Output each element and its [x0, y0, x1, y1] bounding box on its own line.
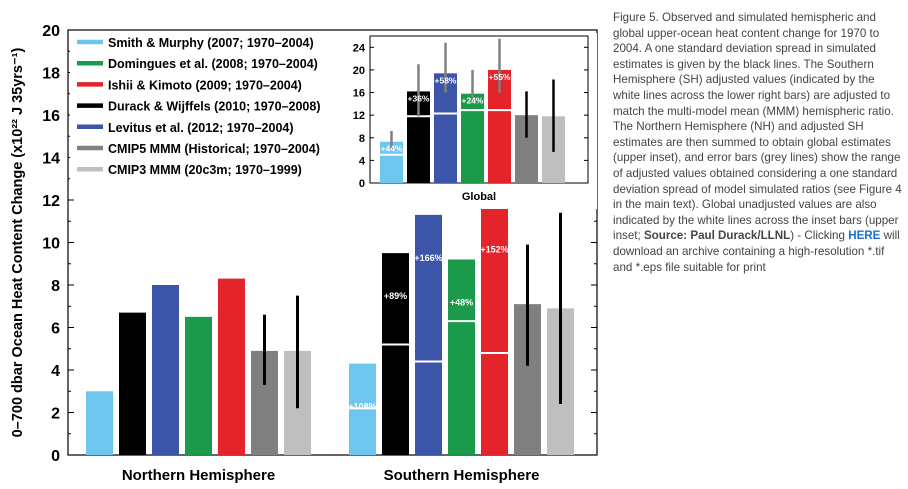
inset-y-tick-label: 24: [353, 42, 366, 54]
inset-bar-0: [380, 141, 403, 183]
x-category-label: Northern Hemisphere: [122, 467, 275, 484]
y-tick-label: 2: [51, 406, 60, 423]
chart-figure: 0 2 4 6 8 10 12 14 16 18 20 0–700 dbar Ocean Heat C…: [10, 23, 598, 484]
inset-percent-label: +36%: [408, 93, 430, 103]
inset-bar-3: [461, 93, 484, 183]
y-tick-label: 18: [42, 66, 60, 83]
inset-x-label: Global: [462, 191, 496, 203]
bar-southern-0: [349, 363, 376, 455]
percent-label: +89%: [384, 291, 407, 301]
global-inset: 0 4 8 12 16 20 24 +44% +36% +58% +24% +55% Global: [343, 33, 597, 209]
bar-northern-2: [152, 285, 179, 455]
caption-text: Figure 5. Observed and simulated hemisph…: [613, 11, 902, 243]
inset-bar-4: [488, 69, 511, 183]
bar-northern-4: [218, 278, 245, 455]
download-link[interactable]: HERE: [848, 229, 881, 243]
inset-y-tick-label: 12: [353, 110, 365, 122]
inset-y-tick-label: 20: [353, 65, 365, 77]
legend-label: Levitus et al. (2012; 1970–2004): [108, 121, 294, 135]
inset-y-tick-label: 8: [359, 133, 365, 145]
inset-bar-2: [434, 73, 457, 183]
bar-northern-1: [119, 312, 146, 455]
bar-northern-3: [185, 316, 212, 455]
legend-label: Ishii & Kimoto (2009; 1970–2004): [108, 78, 302, 92]
percent-label: +48%: [450, 298, 473, 308]
x-category-label: Southern Hemisphere: [384, 467, 540, 484]
y-tick-label: 8: [51, 278, 60, 295]
y-tick-label: 4: [51, 363, 60, 380]
y-tick-label: 10: [42, 236, 60, 253]
legend-label: CMIP5 MMM (Historical; 1970–2004): [108, 142, 320, 156]
y-axis-label: 0–700 dbar Ocean Heat Content Change (x1…: [10, 48, 26, 438]
percent-label: +166%: [414, 253, 442, 263]
percent-label: +152%: [480, 244, 508, 254]
y-tick-label: 6: [51, 321, 60, 338]
inset-percent-label: +55%: [489, 72, 511, 82]
y-tick-label: 20: [42, 23, 60, 40]
inset-percent-label: +58%: [435, 75, 457, 85]
inset-y-tick-label: 0: [359, 178, 365, 190]
bar-southern-3: [448, 259, 475, 455]
percent-label: +108%: [348, 402, 376, 412]
inset-percent-label: +44%: [381, 144, 403, 154]
legend-box: [70, 31, 336, 183]
caption-mid-text: ) - Clicking: [790, 229, 845, 243]
caption-source: Source: Paul Durack/LLNL: [643, 229, 791, 243]
caption-end-text: will download an archive containing a hi…: [613, 229, 900, 274]
inset-y-tick-label: 16: [353, 88, 365, 100]
legend-label: Smith & Murphy (2007; 1970–2004): [108, 36, 314, 50]
legend: Smith & Murphy (2007; 1970–2004) Domingue…: [70, 31, 336, 183]
y-tick-label: 12: [42, 193, 60, 210]
inset-bar-5: [515, 115, 538, 183]
y-tick-label: 0: [51, 448, 60, 465]
legend-label: Durack & Wijffels (2010; 1970–2008): [108, 100, 321, 114]
y-tick-label: 14: [42, 151, 60, 168]
legend-label: Domingues et al. (2008; 1970–2004): [108, 57, 318, 71]
inset-y-tick-label: 4: [359, 155, 366, 167]
inset-bar-1: [407, 91, 430, 183]
y-tick-label: 16: [42, 108, 60, 125]
bar-southern-1: [382, 253, 409, 455]
figure-caption: Figure 5. Observed and simulated hemisph…: [613, 10, 903, 275]
legend-label: CMIP3 MMM (20c3m; 1970–1999): [108, 163, 302, 177]
bar-southern-4: [481, 206, 508, 455]
bar-southern-2: [415, 214, 442, 455]
inset-percent-label: +24%: [462, 96, 484, 106]
bar-northern-0: [86, 391, 113, 455]
